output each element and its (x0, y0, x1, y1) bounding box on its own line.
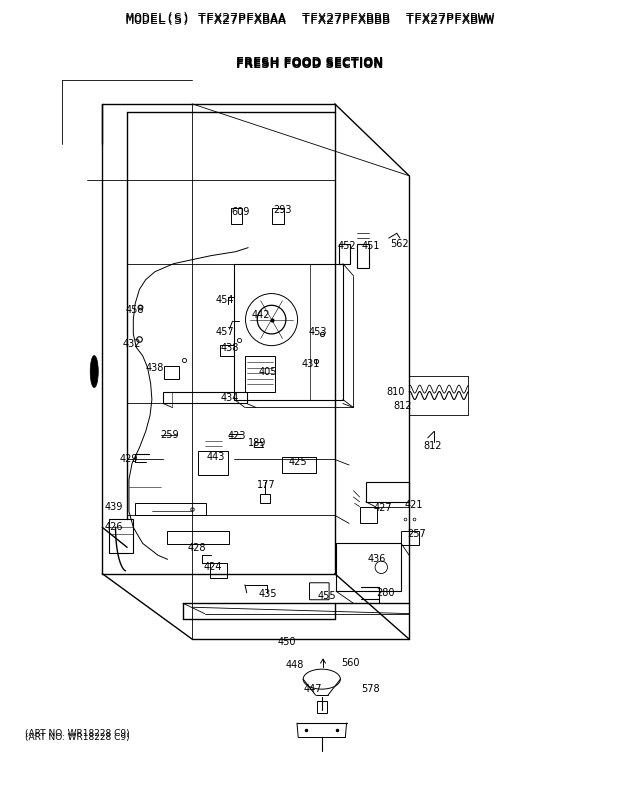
Text: 443: 443 (206, 452, 225, 462)
Bar (401, 531, 418, 545)
Text: 435: 435 (259, 590, 277, 599)
Text: 810: 810 (386, 387, 405, 396)
Text: 454: 454 (216, 296, 234, 305)
Bar (164, 366, 179, 379)
Text: 609: 609 (231, 207, 250, 217)
Text: 439: 439 (105, 502, 123, 511)
Text: 257: 257 (407, 529, 426, 539)
Text: 423: 423 (228, 431, 246, 441)
Bar (210, 563, 227, 578)
Text: 425: 425 (288, 457, 307, 467)
Text: 405: 405 (259, 368, 277, 377)
Text: 452: 452 (338, 241, 356, 251)
Text: 428: 428 (188, 543, 206, 553)
Text: (ART NO. WR18228 C9): (ART NO. WR18228 C9) (25, 733, 130, 742)
Text: 448: 448 (285, 660, 304, 670)
Text: 427: 427 (374, 503, 392, 513)
Text: 431: 431 (302, 359, 321, 368)
Text: 560: 560 (341, 658, 360, 668)
Text: FRESH FOOD SECTION: FRESH FOOD SECTION (236, 58, 384, 70)
Bar (356, 244, 369, 268)
Text: 442: 442 (251, 310, 270, 320)
Text: FRESH FOOD SECTION: FRESH FOOD SECTION (236, 56, 384, 69)
Bar (220, 345, 234, 356)
Text: 453: 453 (308, 328, 327, 337)
Bar (282, 457, 316, 473)
Text: MODEL(S) TFX27PFXBAA  TFX27PFXBBB  TFX27PFXBWW: MODEL(S) TFX27PFXBAA TFX27PFXBBB TFX27PF… (126, 14, 494, 27)
Text: 447: 447 (304, 684, 322, 694)
Bar (167, 531, 229, 544)
Bar (108, 519, 133, 553)
Bar (360, 507, 377, 523)
Text: 458: 458 (126, 305, 144, 315)
Ellipse shape (91, 356, 98, 388)
Text: 438: 438 (146, 363, 164, 372)
Bar (234, 264, 343, 400)
Bar (135, 503, 206, 515)
Bar (245, 356, 275, 392)
Bar (336, 543, 401, 591)
Text: 451: 451 (361, 241, 380, 251)
Bar (339, 244, 350, 264)
Bar (231, 208, 242, 224)
Text: 455: 455 (317, 591, 336, 601)
Bar (272, 208, 284, 224)
Text: 429: 429 (119, 454, 138, 463)
Bar (317, 701, 327, 713)
Text: 578: 578 (361, 684, 379, 694)
Text: 293: 293 (273, 205, 292, 215)
Text: 812: 812 (423, 441, 442, 451)
Text: 421: 421 (405, 500, 423, 510)
Text: 280: 280 (376, 588, 395, 598)
Bar (366, 482, 409, 502)
Text: 426: 426 (105, 523, 123, 532)
Text: 189: 189 (248, 438, 267, 447)
Text: 812: 812 (394, 401, 412, 411)
Text: 562: 562 (390, 239, 409, 248)
Text: 436: 436 (367, 555, 386, 564)
Text: 259: 259 (161, 430, 179, 439)
Bar (260, 494, 270, 503)
Text: 432: 432 (123, 339, 141, 348)
Text: 434: 434 (220, 393, 239, 403)
Text: 424: 424 (203, 562, 222, 572)
Bar (163, 392, 247, 403)
Text: 457: 457 (215, 327, 234, 336)
Text: 450: 450 (277, 638, 296, 647)
Text: 177: 177 (257, 480, 276, 490)
Text: (ART NO. WR18228 C9): (ART NO. WR18228 C9) (25, 729, 130, 737)
Text: 438: 438 (220, 344, 239, 353)
Text: MODEL(S) TFX27PFXBAA  TFX27PFXBBB  TFX27PFXBWW: MODEL(S) TFX27PFXBAA TFX27PFXBBB TFX27PF… (126, 12, 494, 25)
